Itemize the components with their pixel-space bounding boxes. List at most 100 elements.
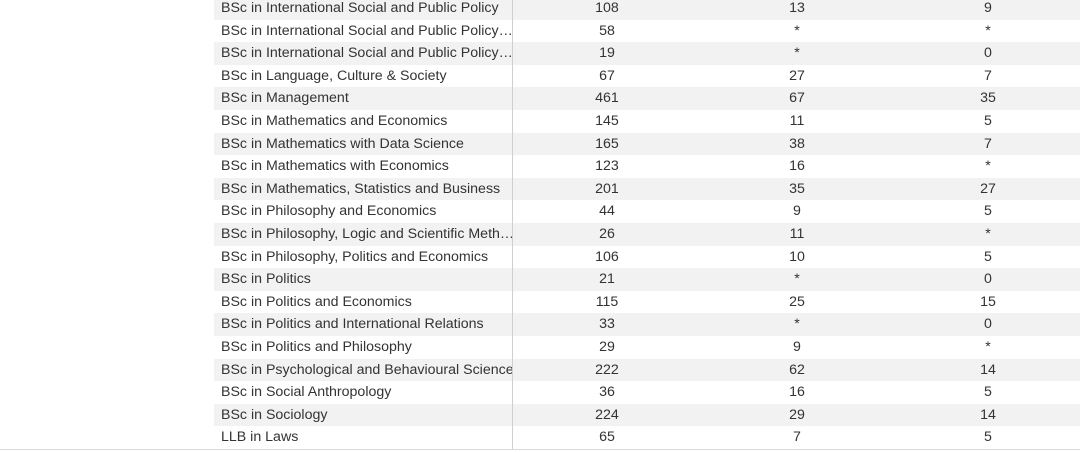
table-row[interactable]: BSc in International Social and Public P… — [214, 19, 1080, 43]
table-row[interactable]: BSc in International Social and Public P… — [214, 0, 1080, 20]
value-cell-2: 62 — [789, 361, 805, 378]
value-cell-2: 7 — [793, 429, 801, 446]
value-cell-2: 35 — [789, 180, 805, 197]
value-cell-3: 27 — [980, 180, 996, 197]
value-cell-2: * — [794, 316, 800, 333]
value-cell-2: 9 — [793, 203, 801, 220]
table-body: BSc in International Social and Public P… — [214, 0, 1080, 449]
table-row[interactable]: BSc in Mathematics and Economics 145 11 5 — [214, 109, 1080, 133]
programme-name-cell: BSc in Sociology — [221, 406, 328, 423]
table-row[interactable]: BSc in Mathematics with Data Science 165 3… — [214, 132, 1080, 156]
value-cell-1: 65 — [599, 429, 615, 446]
table-bottom-border — [0, 449, 1080, 450]
table-row[interactable]: BSc in Politics and Philosophy 29 9 * — [214, 335, 1080, 359]
value-cell-3: * — [985, 225, 991, 242]
table-row[interactable]: BSc in Politics 21 * 0 — [214, 268, 1080, 291]
programme-name-cell: BSc in Mathematics, Statistics and Busin… — [221, 180, 501, 197]
table-row[interactable]: BSc in Management 461 67 35 — [214, 87, 1080, 110]
programme-name-cell: BSc in Politics — [221, 271, 311, 288]
value-cell-3: 7 — [984, 67, 992, 84]
table-row[interactable]: BSc in International Social and Public P… — [214, 42, 1080, 65]
value-cell-1: 67 — [599, 67, 615, 84]
value-cell-2: 11 — [789, 225, 805, 242]
value-cell-1: 58 — [599, 22, 615, 39]
value-cell-2: 67 — [789, 90, 805, 107]
value-cell-1: 36 — [599, 384, 615, 401]
table-row[interactable]: BSc in Mathematics with Economics 123 16 * — [214, 155, 1080, 178]
table-row[interactable]: BSc in Language, Culture & Society 67 27 7 — [214, 64, 1080, 88]
value-cell-3: 14 — [980, 406, 996, 423]
value-cell-3: 7 — [984, 135, 992, 152]
value-cell-2: 29 — [789, 406, 805, 423]
programme-name-cell: BSc in International Social and Public P… — [221, 45, 515, 62]
value-cell-3: 14 — [980, 361, 996, 378]
table-row[interactable]: LLB in Laws 65 7 5 — [214, 426, 1080, 449]
programme-name-cell: BSc in Politics and Philosophy — [221, 338, 412, 355]
table-row[interactable]: BSc in Philosophy, Politics and Economic… — [214, 245, 1080, 269]
value-cell-3: 0 — [984, 271, 992, 288]
value-cell-1: 461 — [595, 90, 619, 107]
programme-name-cell: BSc in Philosophy, Logic and Scientific … — [221, 225, 515, 242]
table-row[interactable]: BSc in Politics and International Relati… — [214, 313, 1080, 336]
value-cell-2: 27 — [789, 67, 805, 84]
value-cell-3: 5 — [984, 384, 992, 401]
programme-name-cell: BSc in Politics and Economics — [221, 293, 412, 310]
value-cell-2: 38 — [789, 135, 805, 152]
programme-name-cell: LLB in Laws — [221, 429, 299, 446]
programme-name-cell: BSc in International Social and Public P… — [221, 0, 499, 16]
value-cell-2: 16 — [789, 384, 805, 401]
value-cell-1: 21 — [599, 271, 615, 288]
table-row[interactable]: BSc in Psychological and Behavioural Sci… — [214, 358, 1080, 382]
programme-name-cell: BSc in Mathematics with Data Science — [221, 135, 464, 152]
programme-name-cell: BSc in Management — [221, 90, 349, 107]
value-cell-1: 19 — [599, 45, 615, 62]
value-cell-2: 9 — [793, 338, 801, 355]
value-cell-3: * — [985, 158, 991, 175]
programme-name-cell: BSc in Mathematics and Economics — [221, 112, 448, 129]
programme-name-cell: BSc in Philosophy and Economics — [221, 203, 437, 220]
value-cell-1: 224 — [595, 406, 619, 423]
value-cell-3: 5 — [984, 203, 992, 220]
programme-name-cell: BSc in International Social and Public P… — [221, 22, 515, 39]
value-cell-3: 15 — [980, 293, 996, 310]
value-cell-1: 165 — [595, 135, 619, 152]
value-cell-3: 5 — [984, 112, 992, 129]
value-cell-3: 0 — [984, 45, 992, 62]
programme-name-cell: BSc in Psychological and Behavioural Sci… — [221, 361, 514, 378]
programme-name-cell: BSc in Mathematics with Economics — [221, 158, 449, 175]
value-cell-1: 106 — [595, 248, 619, 265]
table-row[interactable]: BSc in Social Anthropology 36 16 5 — [214, 381, 1080, 404]
value-cell-2: 11 — [789, 112, 805, 129]
value-cell-3: 9 — [984, 0, 992, 16]
table-row[interactable]: BSc in Politics and Economics 115 25 15 — [214, 290, 1080, 314]
value-cell-1: 115 — [595, 293, 619, 310]
value-cell-2: 16 — [789, 158, 805, 175]
value-cell-1: 33 — [599, 316, 615, 333]
value-cell-3: * — [985, 338, 991, 355]
programme-name-cell: BSc in Philosophy, Politics and Economic… — [221, 248, 489, 265]
programme-name-cell: BSc in Language, Culture & Society — [221, 67, 447, 84]
value-cell-2: 10 — [789, 248, 805, 265]
value-cell-1: 145 — [595, 112, 619, 129]
value-cell-2: * — [794, 45, 800, 62]
table-row[interactable]: BSc in Mathematics, Statistics and Busin… — [214, 177, 1080, 201]
value-cell-1: 26 — [599, 225, 615, 242]
value-cell-2: 25 — [789, 293, 805, 310]
value-cell-3: * — [985, 22, 991, 39]
value-cell-3: 5 — [984, 248, 992, 265]
value-cell-2: * — [794, 271, 800, 288]
value-cell-3: 5 — [984, 429, 992, 446]
table-row[interactable]: BSc in Philosophy, Logic and Scientific … — [214, 222, 1080, 246]
programme-name-cell: BSc in Social Anthropology — [221, 384, 392, 401]
value-cell-1: 222 — [595, 361, 619, 378]
table-row[interactable]: BSc in Philosophy and Economics 44 9 5 — [214, 200, 1080, 223]
value-cell-1: 29 — [599, 338, 615, 355]
table-row[interactable]: BSc in Sociology 224 29 14 — [214, 403, 1080, 427]
value-cell-1: 44 — [599, 203, 615, 220]
value-cell-3: 35 — [980, 90, 996, 107]
value-cell-2: * — [794, 22, 800, 39]
programme-name-cell: BSc in Politics and International Relati… — [221, 316, 484, 333]
value-cell-1: 123 — [595, 158, 619, 175]
value-cell-1: 108 — [595, 0, 619, 16]
data-table: BSc in International Social and Public P… — [214, 0, 1080, 449]
